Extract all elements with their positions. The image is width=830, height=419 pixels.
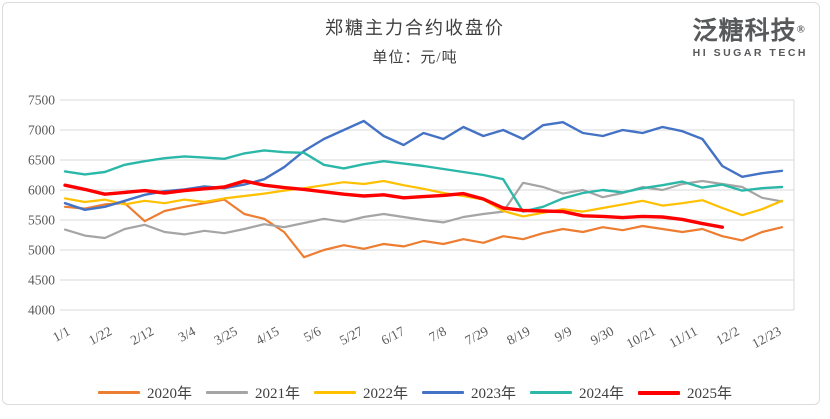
legend-label: 2021年 (254, 386, 300, 402)
x-axis-tick-label: 2/12 (128, 323, 156, 348)
registered-trademark-icon: ® (796, 23, 805, 36)
legend-swatch-icon (638, 390, 681, 395)
legend-label: 2022年 (362, 386, 408, 402)
x-axis-tick: 7/8 (427, 323, 449, 344)
chart-title: 郑糖主力合约收盘价 (325, 18, 505, 38)
x-axis-tick: 7/29 (462, 323, 490, 348)
series-line-2024年 (63, 149, 784, 213)
logo-name: 泛糖科技 (692, 17, 797, 45)
x-axis-tick-label: 9/9 (552, 323, 574, 344)
x-axis-tick: 5/27 (337, 323, 365, 348)
x-axis-tick: 12/23 (749, 323, 783, 351)
x-axis-tick-label: 3/4 (176, 323, 198, 344)
x-axis-tick-label: 12/2 (713, 323, 741, 348)
legend-label: 2020年 (146, 386, 192, 402)
x-axis-tick: 12/2 (713, 323, 741, 348)
legend-swatch-icon (97, 391, 140, 394)
chart-legend: 2020年 2021年 2022年 2023年 2024年 2025年 (0, 382, 830, 403)
x-axis-tick-label: 5/6 (301, 323, 323, 344)
series-line-2025年 (63, 179, 724, 229)
legend-item-2024年: 2024年 (530, 382, 624, 403)
chart-header: 郑糖主力合约收盘价 单位：元/吨 (0, 14, 830, 67)
x-axis-tick-label: 7/8 (427, 323, 449, 344)
y-axis-tick-label: 7000 (28, 123, 55, 138)
series-line-2020年 (63, 198, 784, 259)
y-axis-tick-label: 4000 (28, 303, 55, 318)
x-axis-tick-label: 6/17 (379, 323, 407, 348)
y-axis-tick-label: 5000 (28, 243, 55, 258)
y-axis-tick-label: 5500 (28, 213, 55, 228)
legend-label: 2023年 (471, 386, 517, 402)
hi-sugar-tech-logo: 泛糖科技® HI SUGAR TECH (692, 17, 808, 59)
x-axis-tick-label: 7/29 (462, 323, 490, 348)
x-axis-tick-label: 11/11 (666, 323, 699, 350)
x-axis-tick: 3/4 (176, 323, 198, 344)
legend-item-2022年: 2022年 (313, 382, 408, 403)
x-axis-tick-label: 1/1 (50, 323, 72, 344)
x-axis-tick: 9/9 (552, 323, 574, 344)
x-axis-tick: 1/1 (50, 323, 72, 344)
legend-swatch-icon (313, 391, 356, 394)
x-axis-tick-label: 5/27 (337, 323, 365, 348)
x-axis-tick-label: 3/25 (211, 323, 239, 348)
x-axis-tick-label: 8/19 (504, 323, 532, 348)
x-axis-tick: 11/11 (666, 323, 699, 350)
legend-swatch-icon (422, 391, 464, 394)
x-axis-tick: 6/17 (379, 323, 407, 348)
x-axis-tick-label: 9/30 (588, 323, 616, 348)
legend-label: 2025年 (687, 386, 733, 402)
x-axis-tick: 1/22 (86, 323, 114, 348)
x-axis-tick: 3/25 (211, 323, 239, 348)
legend-item-2025年: 2025年 (638, 382, 732, 403)
x-axis-tick-label: 1/22 (86, 323, 114, 348)
legend-label: 2024年 (579, 386, 625, 402)
x-axis-tick: 10/21 (624, 323, 658, 351)
y-axis-tick-label: 4500 (28, 273, 55, 288)
y-axis-tick-label: 7500 (28, 93, 55, 108)
y-axis-tick-label: 6500 (28, 153, 55, 168)
x-axis-tick: 5/6 (301, 323, 323, 344)
y-axis-tick-label: 6000 (28, 183, 55, 198)
x-axis-tick: 8/19 (504, 323, 532, 348)
price-line-chart: 7500 7000 6500 6000 5500 5000 4500 4000 1/1 1/22 2… (28, 93, 795, 351)
x-axis-tick-label: 4/15 (253, 323, 281, 348)
legend-swatch-icon (530, 391, 573, 394)
x-axis-tick: 9/30 (588, 323, 616, 348)
series-line-2021年 (63, 179, 784, 240)
x-axis-tick-label: 12/23 (749, 323, 783, 351)
legend-swatch-icon (205, 391, 248, 394)
legend-item-2021年: 2021年 (205, 382, 300, 403)
legend-item-2023年: 2023年 (422, 382, 516, 403)
legend-item-2020年: 2020年 (97, 382, 192, 403)
series-line-2022年 (63, 179, 784, 218)
x-axis-tick-label: 10/21 (624, 323, 658, 351)
chart-subtitle: 单位：元/吨 (372, 50, 458, 66)
x-axis-tick: 2/12 (128, 323, 156, 348)
logo-tagline: HI SUGAR TECH (692, 46, 808, 59)
x-axis-tick: 4/15 (253, 323, 281, 348)
